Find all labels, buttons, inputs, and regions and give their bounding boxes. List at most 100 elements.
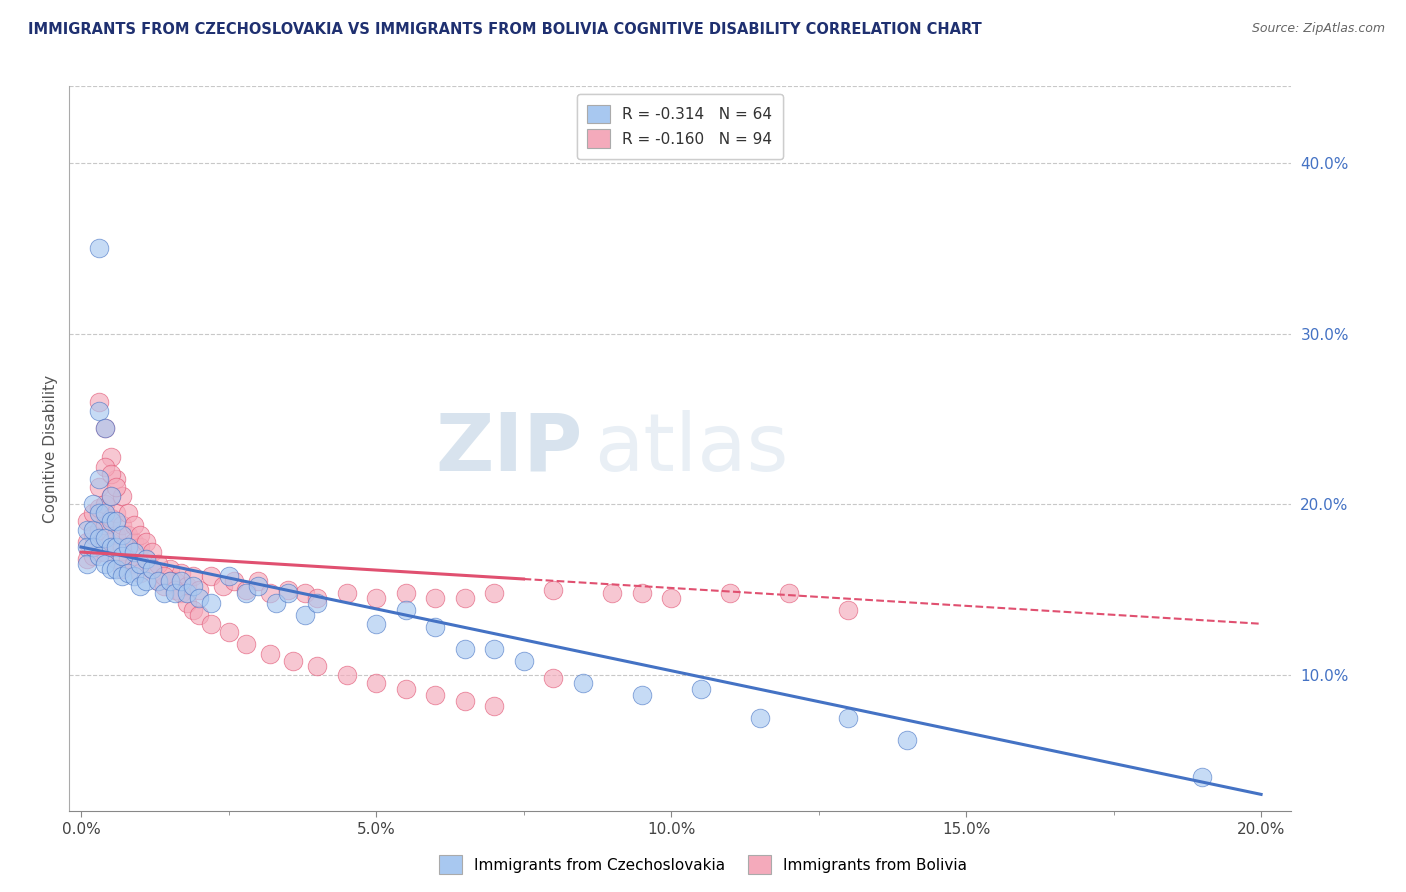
Point [100, 511, 122, 525]
Point [93, 557, 115, 571]
Point [188, 591, 211, 606]
Point [176, 586, 198, 600]
Point [630, 586, 652, 600]
Point [600, 586, 623, 600]
Point [364, 616, 387, 631]
Legend: R = -0.314   N = 64, R = -0.160   N = 94: R = -0.314 N = 64, R = -0.160 N = 94 [576, 94, 783, 159]
Point [235, 586, 257, 600]
Point [224, 574, 246, 588]
Point [111, 517, 134, 532]
Point [778, 586, 800, 600]
Point [335, 586, 357, 600]
Y-axis label: Cognitive Disability: Cognitive Disability [44, 375, 58, 523]
Point [111, 489, 134, 503]
Point [146, 574, 169, 588]
Point [837, 710, 859, 724]
Point [689, 681, 711, 696]
Point [364, 676, 387, 690]
Point [200, 596, 222, 610]
Point [277, 586, 299, 600]
Point [896, 732, 918, 747]
Point [76, 552, 98, 566]
Point [117, 552, 139, 566]
Point [111, 540, 134, 554]
Point [630, 689, 652, 703]
Point [111, 562, 134, 576]
Point [76, 534, 98, 549]
Point [111, 549, 134, 563]
Point [541, 582, 564, 597]
Point [76, 515, 98, 529]
Point [152, 579, 174, 593]
Point [170, 566, 193, 580]
Point [541, 672, 564, 686]
Point [335, 668, 357, 682]
Point [305, 596, 328, 610]
Point [105, 480, 128, 494]
Point [122, 517, 145, 532]
Point [159, 574, 181, 588]
Point [122, 569, 145, 583]
Point [100, 534, 122, 549]
Point [235, 637, 257, 651]
Point [571, 676, 593, 690]
Point [87, 532, 110, 546]
Point [305, 591, 328, 606]
Point [76, 523, 98, 537]
Point [135, 574, 157, 588]
Point [512, 654, 534, 668]
Point [87, 472, 110, 486]
Point [837, 603, 859, 617]
Point [423, 591, 446, 606]
Point [146, 574, 169, 588]
Point [129, 579, 152, 593]
Point [100, 450, 122, 464]
Point [117, 506, 139, 520]
Point [135, 552, 157, 566]
Point [87, 480, 110, 494]
Point [181, 603, 204, 617]
Point [76, 557, 98, 571]
Point [105, 540, 128, 554]
Point [87, 549, 110, 563]
Point [93, 420, 115, 434]
Point [247, 574, 270, 588]
Point [453, 642, 475, 657]
Point [218, 625, 240, 640]
Point [135, 534, 157, 549]
Point [93, 506, 115, 520]
Point [87, 500, 110, 515]
Point [105, 506, 128, 520]
Point [100, 562, 122, 576]
Point [141, 562, 163, 576]
Point [82, 528, 104, 542]
Point [152, 586, 174, 600]
Point [718, 586, 741, 600]
Point [82, 549, 104, 563]
Point [423, 620, 446, 634]
Point [188, 608, 211, 623]
Point [100, 540, 122, 554]
Point [170, 586, 193, 600]
Point [176, 596, 198, 610]
Point [87, 523, 110, 537]
Point [211, 579, 233, 593]
Point [259, 586, 281, 600]
Point [82, 540, 104, 554]
Point [181, 579, 204, 593]
Point [82, 523, 104, 537]
Point [482, 642, 505, 657]
Point [235, 582, 257, 597]
Point [165, 586, 187, 600]
Text: Source: ZipAtlas.com: Source: ZipAtlas.com [1251, 22, 1385, 36]
Point [122, 534, 145, 549]
Point [159, 574, 181, 588]
Point [129, 566, 152, 580]
Point [165, 582, 187, 597]
Point [453, 693, 475, 707]
Point [152, 569, 174, 583]
Point [218, 569, 240, 583]
Text: IMMIGRANTS FROM CZECHOSLOVAKIA VS IMMIGRANTS FROM BOLIVIA COGNITIVE DISABILITY C: IMMIGRANTS FROM CZECHOSLOVAKIA VS IMMIGR… [28, 22, 981, 37]
Point [264, 596, 287, 610]
Point [247, 579, 270, 593]
